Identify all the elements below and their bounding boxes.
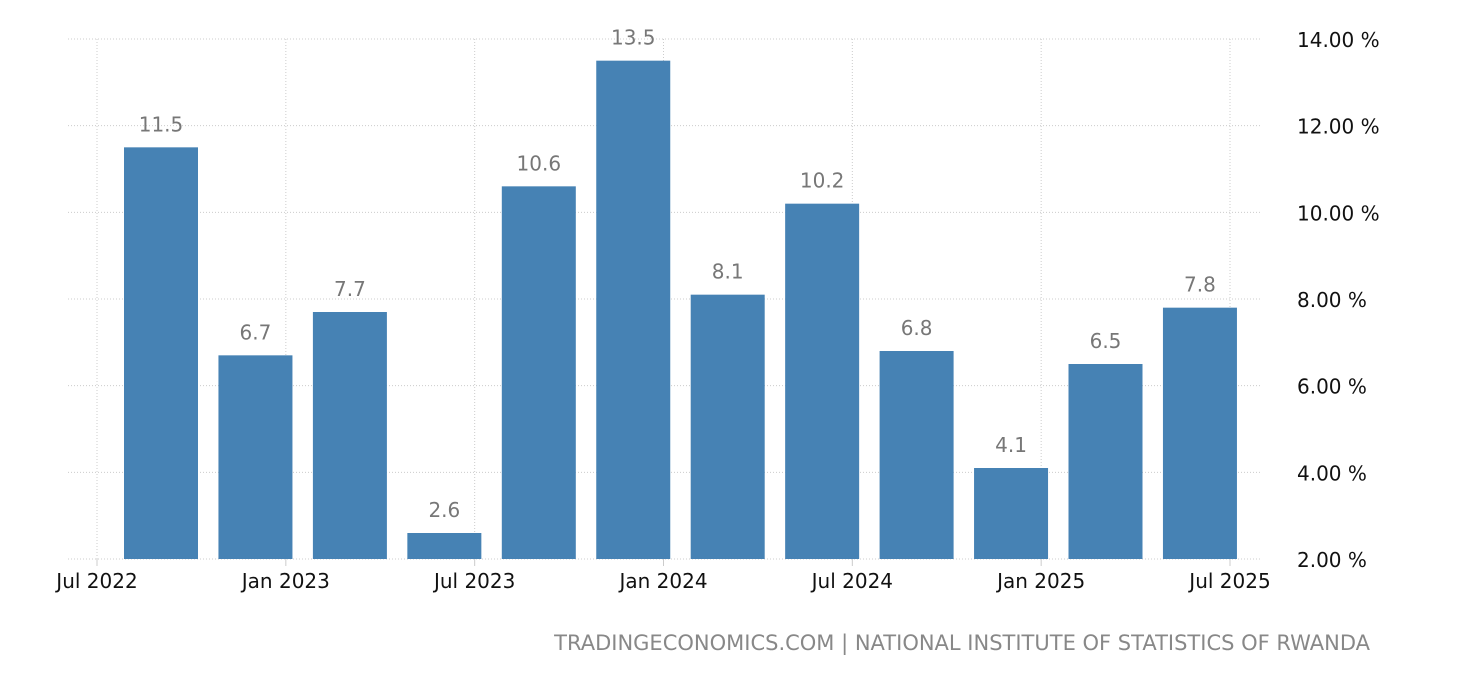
bar-value-label: 8.1 xyxy=(712,260,744,284)
y-axis: 2.00 % 4.00 % 6.00 % 8.00 % 10.00 % 12.00 % 14… xyxy=(1297,28,1380,572)
bar[interactable] xyxy=(596,60,671,560)
bar[interactable] xyxy=(1068,364,1143,559)
data-labels: 11.5 6.7 7.7 2.6 10.6 13.5 8.1 10.2 6.8 4.1 6.5 7.8 xyxy=(139,26,1216,522)
x-tick-label: Jul 2025 xyxy=(1187,569,1270,593)
x-tick-label: Jan 2023 xyxy=(240,569,330,593)
bar[interactable] xyxy=(407,533,482,559)
bar[interactable] xyxy=(1162,307,1237,559)
y-tick-label: 4.00 % xyxy=(1297,461,1367,485)
bar[interactable] xyxy=(690,294,765,559)
x-tick-label: Jul 2022 xyxy=(54,569,137,593)
bar[interactable] xyxy=(974,468,1049,559)
x-tick-label: Jan 2025 xyxy=(995,569,1085,593)
bar-value-label: 10.6 xyxy=(517,151,562,175)
bar-value-label: 10.2 xyxy=(800,169,845,193)
y-tick-label: 12.00 % xyxy=(1297,115,1380,139)
x-axis: Jul 2022 Jan 2023 Jul 2023 Jan 2024 Jul 2024… xyxy=(54,559,1271,593)
bar-value-label: 6.8 xyxy=(901,316,933,340)
bar[interactable] xyxy=(218,355,293,559)
bar[interactable] xyxy=(312,312,387,559)
source-text: TRADINGECONOMICS.COM | NATIONAL INSTITUT… xyxy=(553,631,1370,656)
bar-value-label: 11.5 xyxy=(139,112,184,136)
x-tick-label: Jan 2024 xyxy=(617,569,707,593)
y-tick-label: 8.00 % xyxy=(1297,288,1367,312)
y-tick-label: 2.00 % xyxy=(1297,548,1367,572)
bar-value-label: 6.7 xyxy=(240,320,272,344)
bar[interactable] xyxy=(785,203,860,559)
bar[interactable] xyxy=(501,186,576,560)
bar-value-label: 4.1 xyxy=(995,433,1027,457)
bar-value-label: 2.6 xyxy=(428,498,460,522)
bar-value-label: 13.5 xyxy=(611,26,656,50)
x-tick-label: Jul 2024 xyxy=(810,569,893,593)
bar[interactable] xyxy=(124,147,198,560)
bar[interactable] xyxy=(879,351,954,559)
bar-value-label: 7.7 xyxy=(334,277,366,301)
bars xyxy=(124,60,1237,560)
bar-value-label: 7.8 xyxy=(1184,273,1216,297)
y-tick-label: 14.00 % xyxy=(1297,28,1380,52)
y-tick-label: 6.00 % xyxy=(1297,375,1367,399)
y-tick-label: 10.00 % xyxy=(1297,201,1380,225)
x-tick-label: Jul 2023 xyxy=(432,569,515,593)
bar-value-label: 6.5 xyxy=(1090,329,1122,353)
